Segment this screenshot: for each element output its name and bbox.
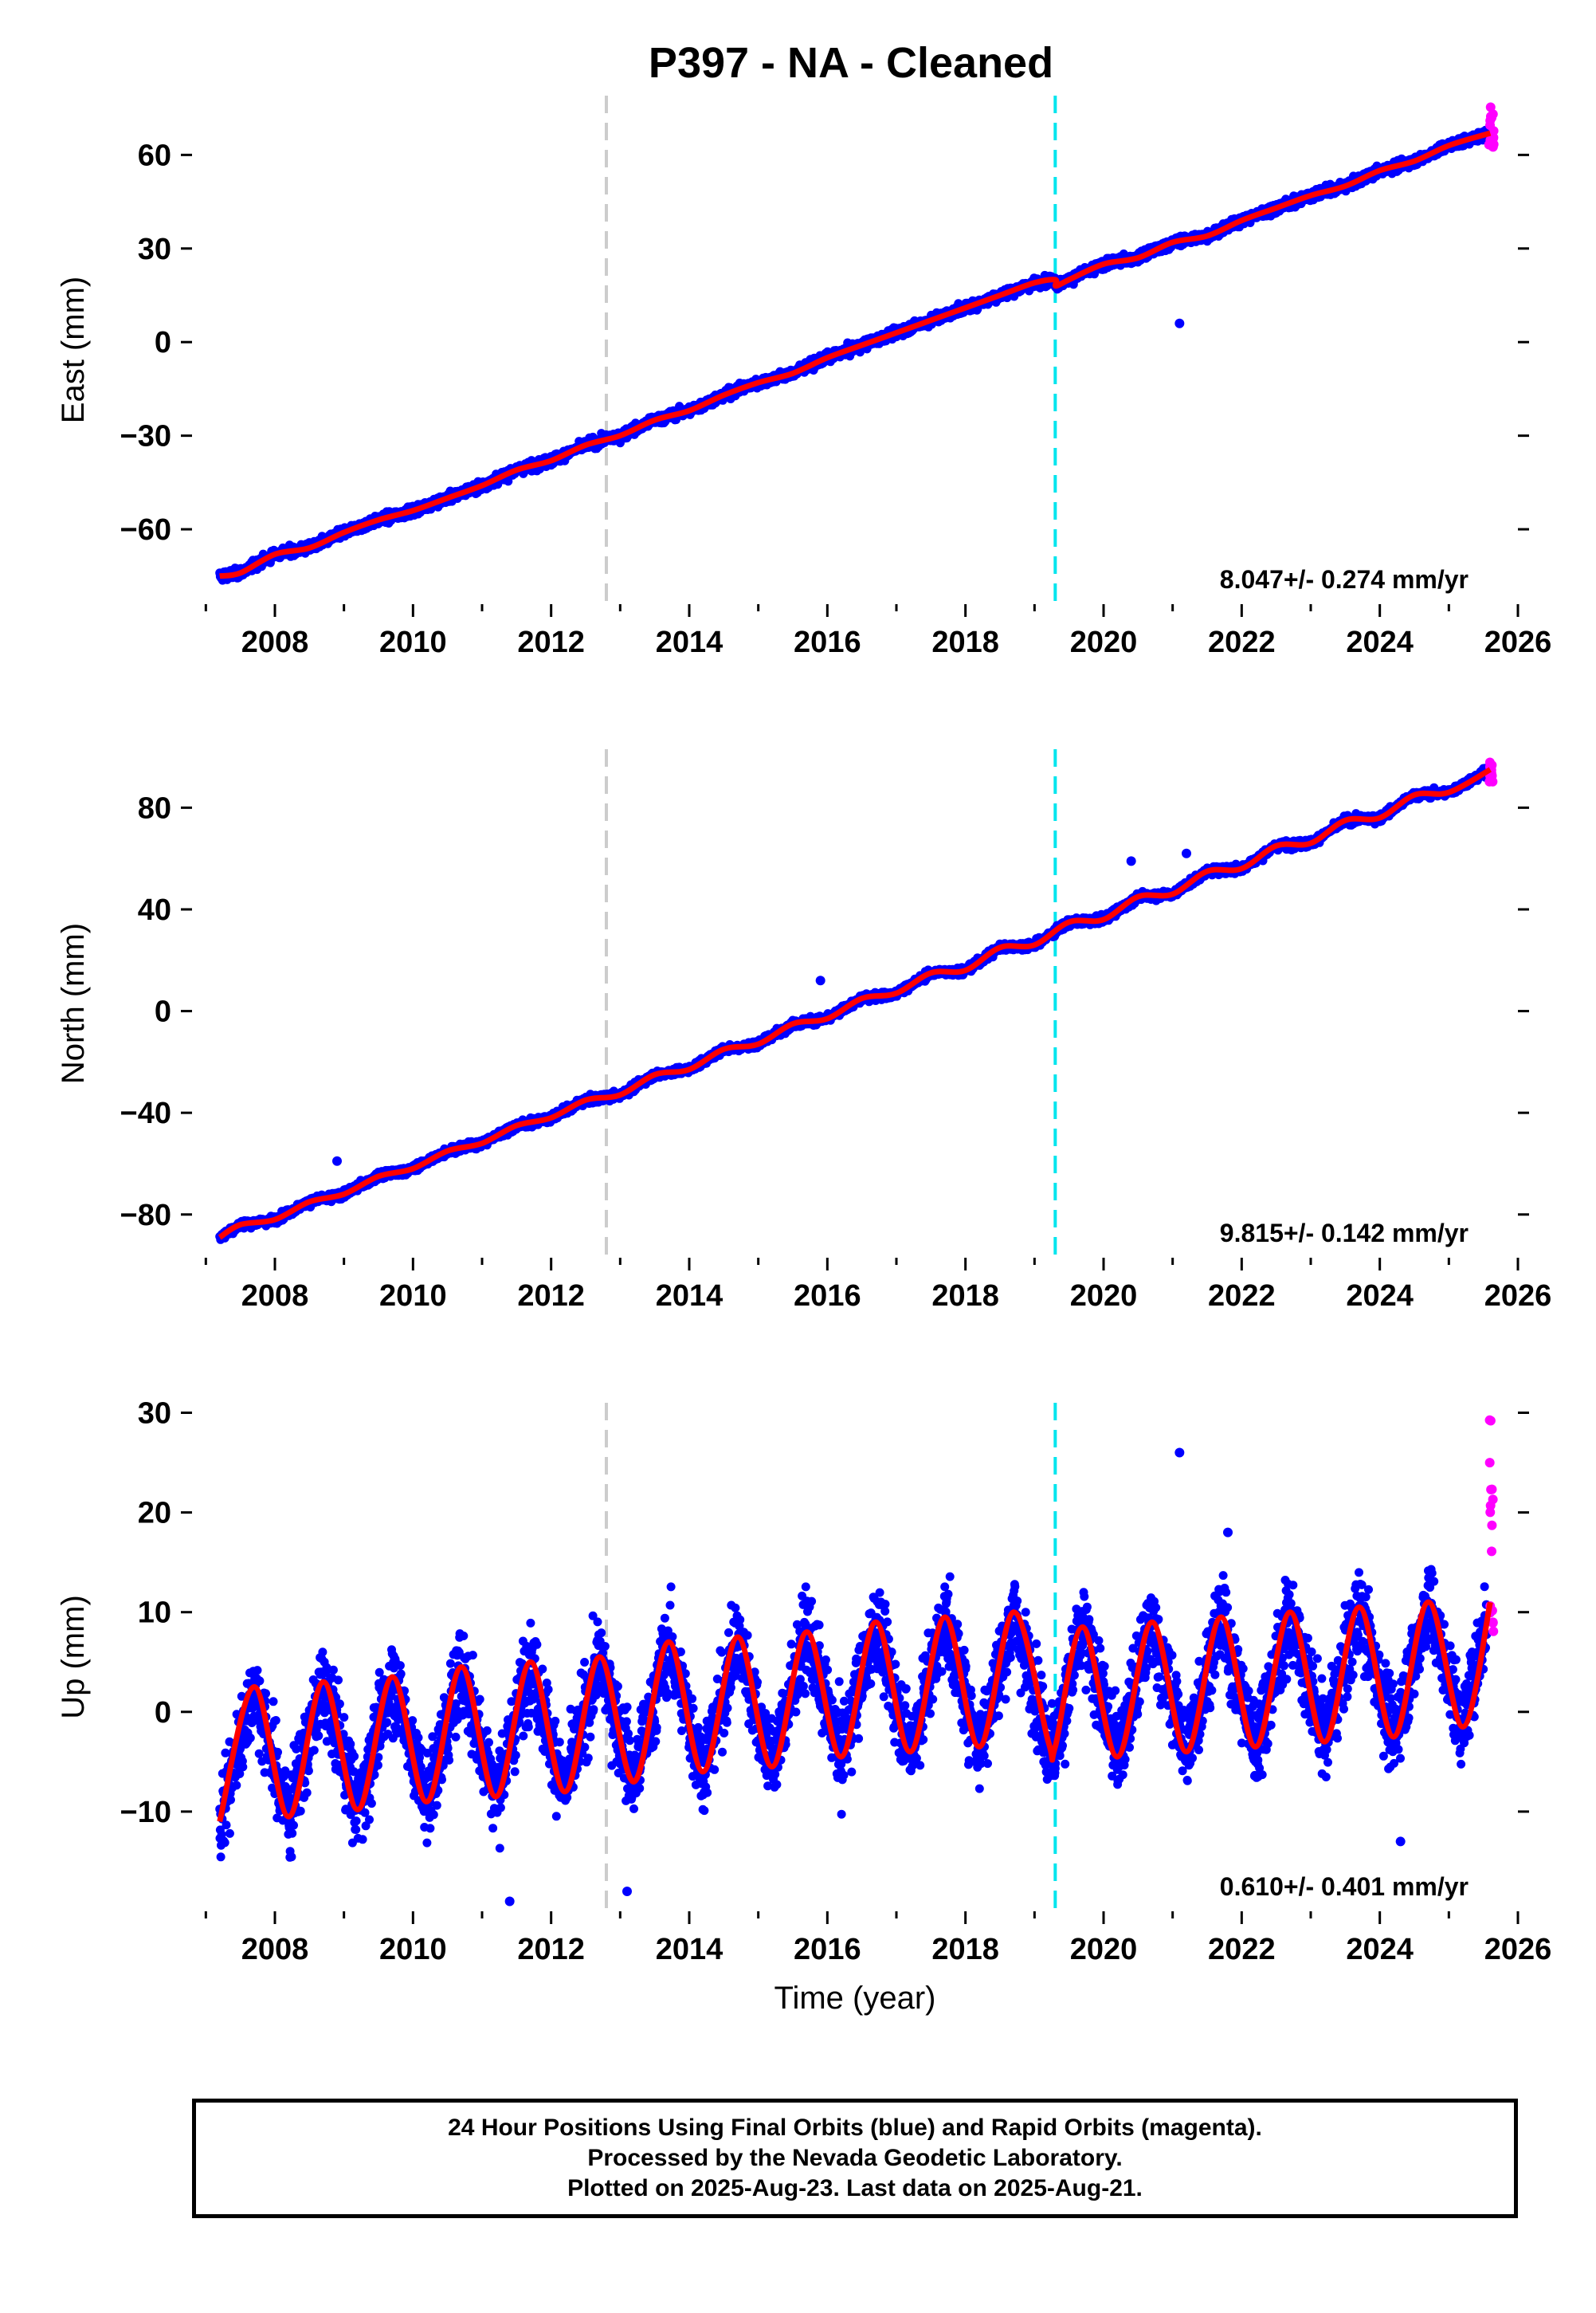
footer-line-2: Processed by the Nevada Geodetic Laborat…: [587, 2145, 1123, 2171]
north-rate-label: 9.815+/- 0.142 mm/yr: [1220, 1219, 1469, 1247]
x-tick-label: 2026: [1484, 1933, 1552, 1966]
east-axis-label: East (mm): [56, 277, 91, 423]
y-tick-label: 0: [155, 326, 171, 359]
up-panel: −10 0 10 20 30 2008 2010 2012 2014 2016 2018 2020 20…: [56, 1397, 1551, 2016]
north-rapid-orbit-point: [1485, 758, 1496, 768]
x-tick-label: 2024: [1346, 1933, 1414, 1966]
east-panel: −60 −30 0 30 60 2008 2010 2012 2014 2016 2018 2020 2…: [56, 96, 1551, 659]
y-tick-label: 30: [138, 233, 171, 266]
figure-title: P397 - NA - Cleaned: [649, 39, 1053, 87]
up-model-curve: [217, 1599, 1493, 1823]
x-tick-label: 2012: [517, 1933, 585, 1966]
x-tick-label: 2020: [1070, 626, 1138, 659]
x-tick-label: 2016: [794, 1933, 861, 1966]
y-tick-label: −10: [120, 1796, 171, 1829]
east-model-curve: [219, 130, 1492, 579]
time-axis-label: Time (year): [774, 1981, 936, 2016]
y-tick-label: 30: [138, 1397, 171, 1431]
x-tick-label: 2020: [1070, 1279, 1138, 1313]
y-tick-label: 60: [138, 139, 171, 172]
y-tick-label: −60: [120, 513, 171, 547]
north-outlier-point: [1126, 856, 1136, 866]
north-model-curve: [218, 767, 1492, 1240]
up-rapid-orbit-point: [1487, 1546, 1497, 1557]
east-rapid-orbit-point: [1487, 112, 1497, 123]
x-tick-label: 2020: [1070, 1933, 1138, 1966]
north-outlier-point: [332, 1156, 342, 1166]
y-tick-label: 0: [155, 1696, 171, 1730]
up-rapid-orbit-point: [1487, 1520, 1497, 1530]
up-rapid-orbit-point: [1488, 1617, 1498, 1628]
east-outlier-point: [1174, 318, 1185, 328]
y-tick-label: −80: [120, 1199, 171, 1232]
footer-box: 24 Hour Positions Using Final Orbits (bl…: [192, 2099, 1518, 2218]
up-rate-label: 0.610+/- 0.401 mm/yr: [1220, 1872, 1469, 1901]
up-rapid-orbit-point: [1486, 1484, 1496, 1494]
x-tick-label: 2026: [1484, 1279, 1552, 1313]
north-panel: −80 −40 0 40 80 2008 2010 2012 2014 2016 2018 2020 2…: [56, 749, 1551, 1313]
north-outlier-point: [815, 976, 825, 986]
y-tick-label: 0: [155, 995, 171, 1029]
up-outlier-point: [1174, 1447, 1185, 1458]
x-tick-label: 2016: [794, 1279, 861, 1313]
x-tick-label: 2018: [931, 626, 999, 659]
footer-line-1: 24 Hour Positions Using Final Orbits (bl…: [448, 2115, 1262, 2141]
y-tick-label: 80: [138, 791, 171, 825]
east-rate-label: 8.047+/- 0.274 mm/yr: [1220, 565, 1469, 594]
x-tick-label: 2026: [1484, 626, 1552, 659]
y-tick-label: −30: [120, 420, 171, 454]
north-outlier-point: [1182, 848, 1191, 858]
x-tick-label: 2018: [931, 1279, 999, 1313]
up-rapid-orbit-point: [1485, 1507, 1496, 1518]
x-tick-label: 2014: [656, 1933, 723, 1966]
up-rapid-orbit-point: [1484, 1458, 1495, 1468]
east-rapid-orbit-point: [1484, 139, 1494, 150]
x-tick-label: 2010: [379, 1933, 447, 1966]
x-tick-label: 2018: [931, 1933, 999, 1966]
east-rapid-orbit-point: [1485, 102, 1496, 112]
x-tick-label: 2010: [379, 626, 447, 659]
x-tick-label: 2022: [1208, 1279, 1276, 1313]
footer-line-3: Plotted on 2025-Aug-23. Last data on 202…: [567, 2175, 1143, 2201]
up-rapid-orbit-point: [1485, 1416, 1496, 1426]
x-tick-label: 2010: [379, 1279, 447, 1313]
x-tick-label: 2022: [1208, 626, 1276, 659]
x-tick-label: 2008: [241, 1933, 309, 1966]
x-tick-label: 2008: [241, 626, 309, 659]
x-tick-label: 2014: [656, 1279, 723, 1313]
up-outlier-point: [1395, 1836, 1406, 1847]
up-rapid-orbit-point: [1488, 1626, 1499, 1636]
north-axis-label: North (mm): [56, 923, 91, 1084]
x-tick-label: 2022: [1208, 1933, 1276, 1966]
up-rapid-orbit-point: [1488, 1494, 1498, 1505]
x-tick-label: 2024: [1346, 1279, 1414, 1313]
x-tick-label: 2008: [241, 1279, 309, 1313]
north-rapid-orbit-point: [1484, 776, 1495, 787]
x-tick-label: 2016: [794, 626, 861, 659]
up-axis-label: Up (mm): [56, 1595, 91, 1719]
x-tick-label: 2024: [1346, 626, 1414, 659]
y-tick-label: 20: [138, 1497, 171, 1530]
y-tick-label: 40: [138, 893, 171, 927]
y-tick-label: −40: [120, 1097, 171, 1130]
up-outlier-point: [1223, 1527, 1233, 1537]
x-tick-label: 2014: [656, 626, 723, 659]
up-outlier-point: [622, 1886, 632, 1896]
up-outlier-point: [504, 1896, 515, 1907]
x-tick-label: 2012: [517, 1279, 585, 1313]
y-tick-label: 10: [138, 1596, 171, 1630]
x-tick-label: 2012: [517, 626, 585, 659]
